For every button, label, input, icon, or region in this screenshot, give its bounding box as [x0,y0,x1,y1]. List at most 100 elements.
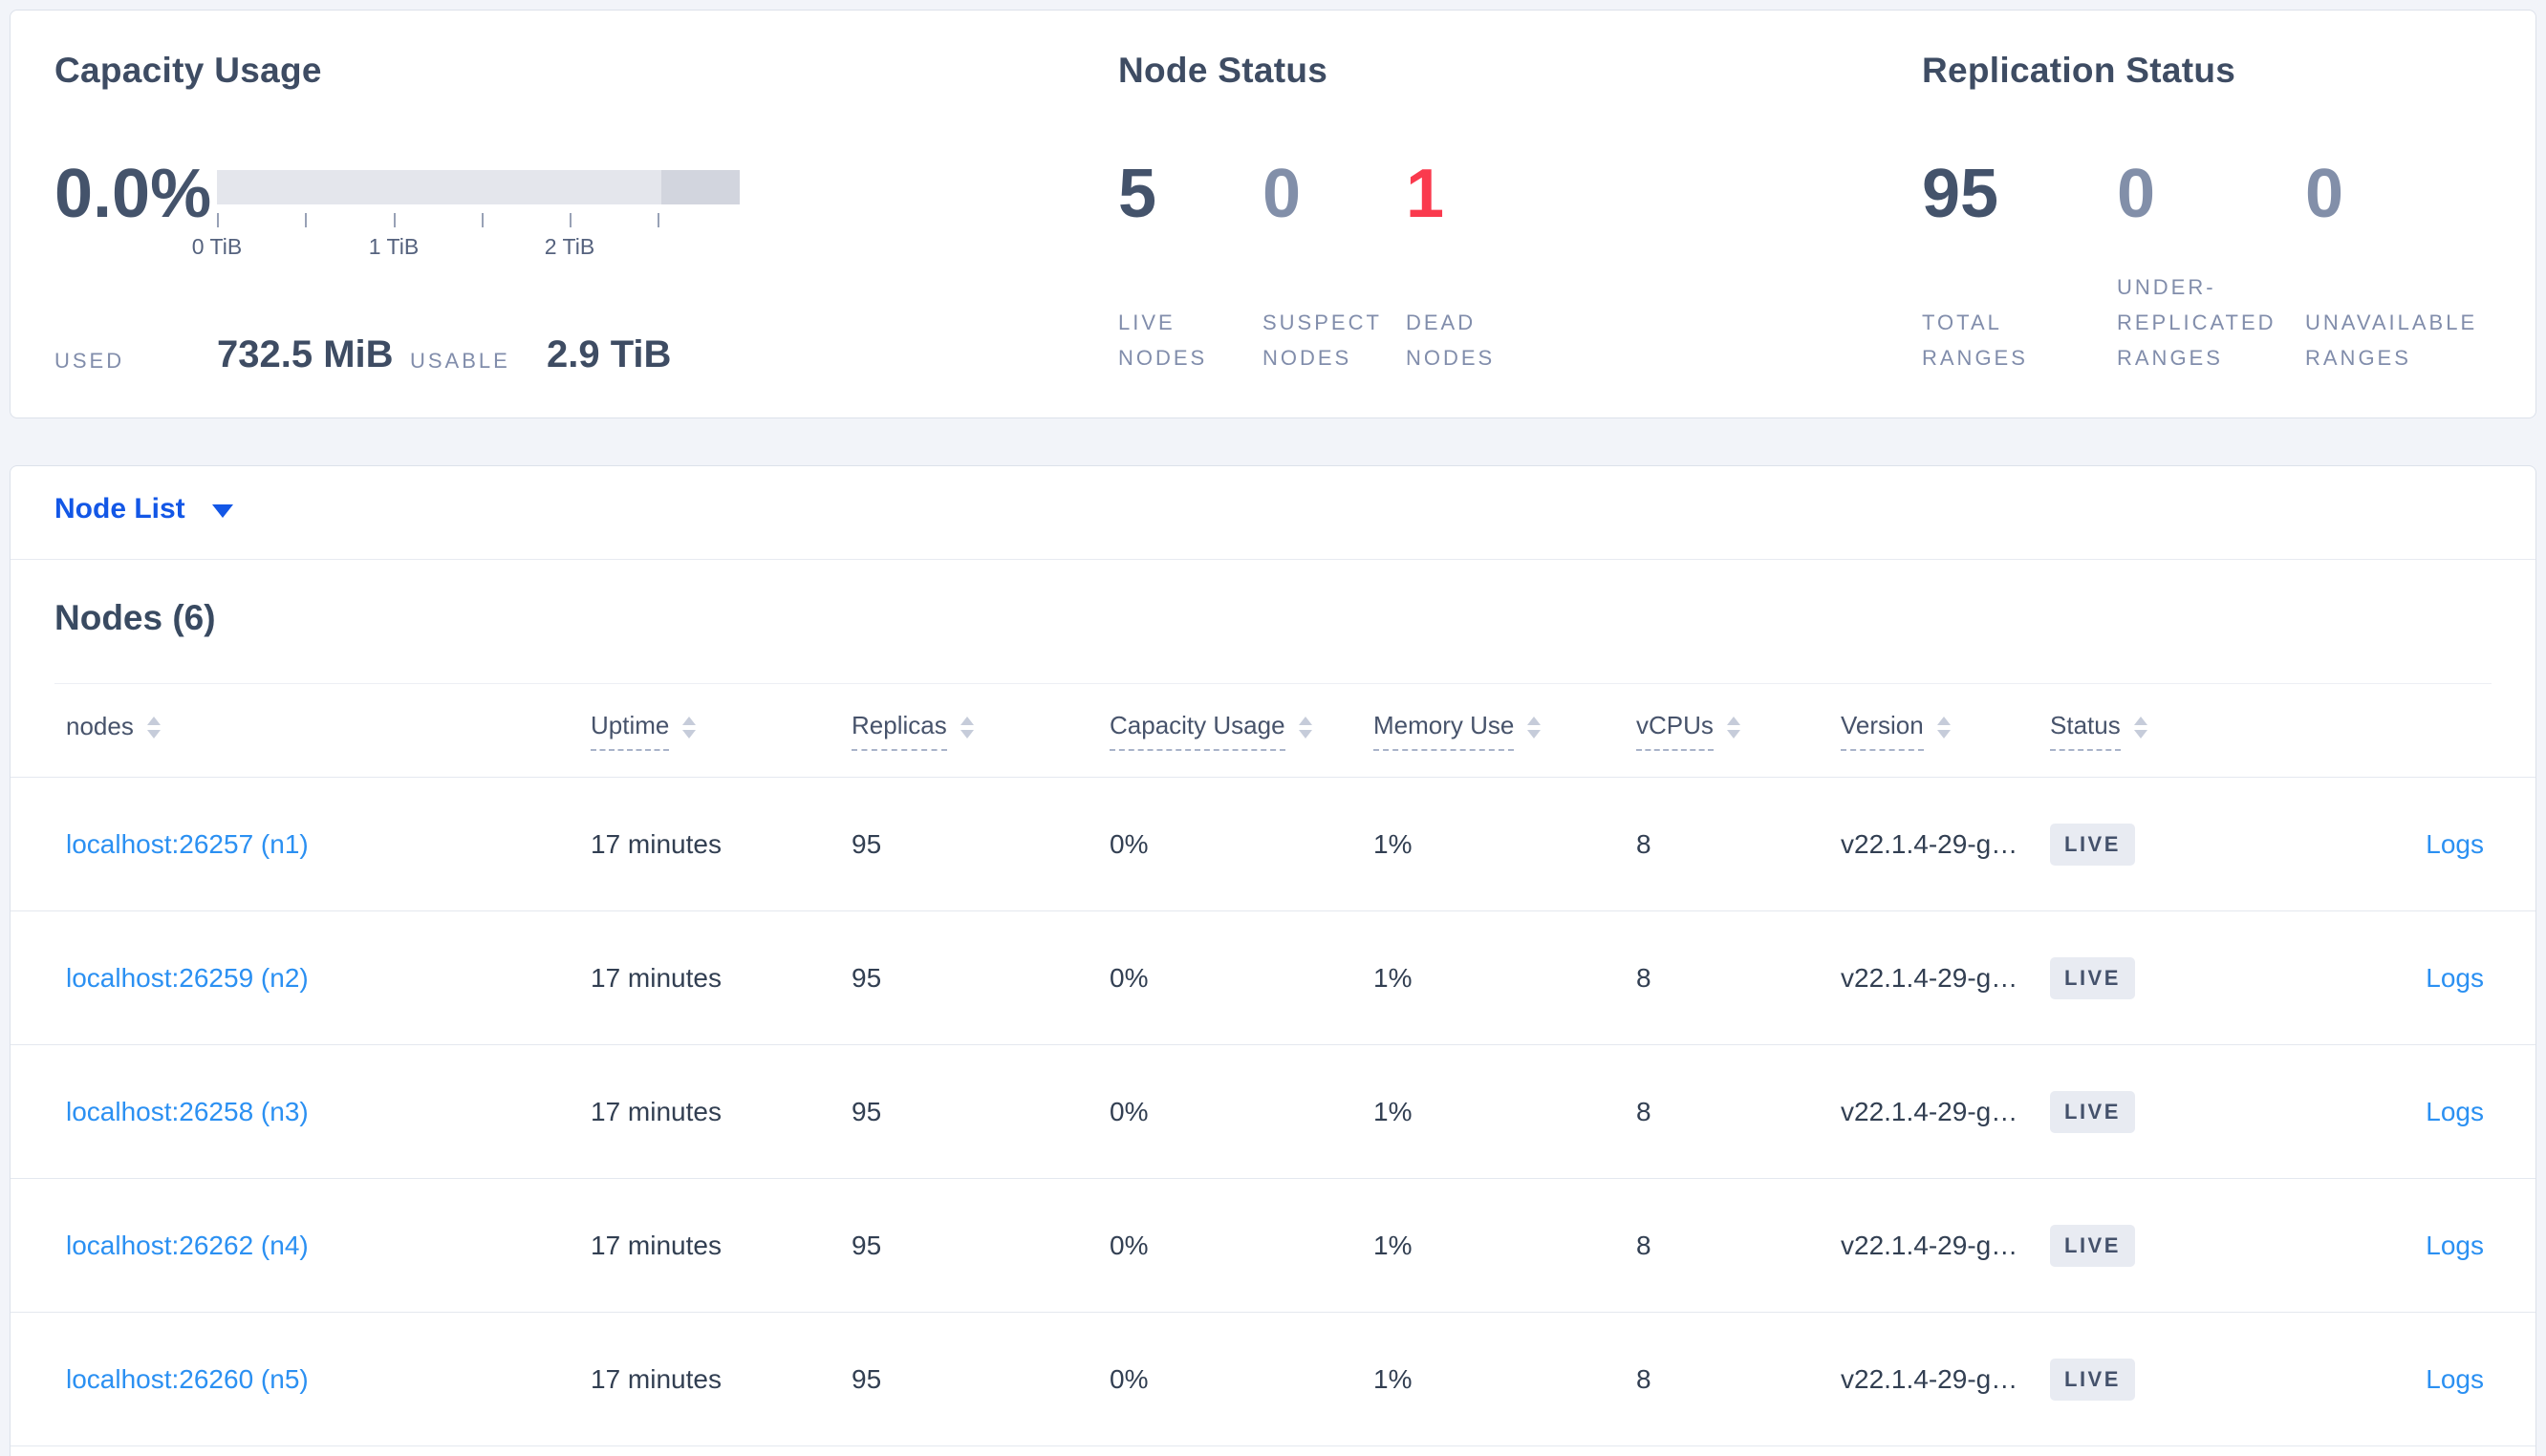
version-value: v22.1.4-29-g… [1841,1230,2018,1260]
vcpus-value: 8 [1636,1096,1651,1126]
column-header-status[interactable]: Status [2050,711,2266,751]
usable-label: USABLE [410,349,510,373]
axis-tick [305,213,307,227]
sort-icon[interactable] [960,717,974,739]
vcpus-value: 8 [1636,962,1651,993]
capacity-usage-value: 0% [1110,1096,1149,1126]
column-header-version[interactable]: Version [1841,711,2050,751]
total-ranges-count: 95 [1922,156,1999,232]
nodes-table: nodes Uptime Replicas Capacity Usage Mem… [11,684,2535,1446]
node-address-link[interactable]: localhost:26262 (n4) [66,1230,309,1260]
axis-tick [394,213,396,227]
divider [54,683,2492,684]
dead-nodes-count: 1 [1406,156,1445,232]
unavailable-ranges-label: UNAVAILABLE RANGES [2305,310,2478,370]
uptime-value: 17 minutes [591,828,722,859]
status-cell: LIVE [2050,956,2266,999]
total-ranges-label: TOTAL RANGES [1922,310,2028,370]
capacity-usage-value: 0% [1110,962,1149,993]
nodes-table-heading: Nodes (6) [54,598,216,637]
column-header-vcpus[interactable]: vCPUs [1636,711,1841,751]
live-nodes-count: 5 [1118,156,1157,232]
logs-link[interactable]: Logs [2426,1230,2484,1260]
under-replicated-ranges-label: UNDER- REPLICATED RANGES [2117,275,2276,370]
node-list-card: Node List Nodes (6) nodes Uptime Replica… [10,465,2536,1456]
memory-use-value: 1% [1373,1363,1413,1394]
axis-tick [570,213,572,227]
usable-value: 2.9 TiB [547,333,672,375]
replicas-value: 95 [852,962,882,993]
node-address-link[interactable]: localhost:26259 (n2) [66,962,309,993]
replicas-value: 95 [852,1096,882,1126]
capacity-bar [217,170,740,204]
table-row: localhost:26260 (n5) 17 minutes 95 0% 1%… [11,1313,2535,1446]
column-header-nodes[interactable]: nodes [66,712,591,750]
column-header-capacity-usage[interactable]: Capacity Usage [1110,711,1373,751]
uptime-value: 17 minutes [591,962,722,993]
live-nodes-label: LIVE NODES [1118,310,1208,370]
dead-nodes-label: DEAD NODES [1406,310,1496,370]
node-list-dropdown[interactable]: Node List [54,493,233,525]
version-value: v22.1.4-29-g… [1841,962,2018,993]
column-header-replicas[interactable]: Replicas [852,711,1110,751]
capacity-usage-value: 0% [1110,828,1149,859]
memory-use-value: 1% [1373,962,1413,993]
status-badge: LIVE [2050,1358,2135,1401]
column-header-uptime[interactable]: Uptime [591,711,852,751]
under-replicated-ranges-count: 0 [2117,156,2156,232]
version-value: v22.1.4-29-g… [1841,1363,2018,1394]
memory-use-value: 1% [1373,1230,1413,1260]
sort-icon[interactable] [2133,717,2147,739]
column-header-memory-use[interactable]: Memory Use [1373,711,1636,751]
used-label: USED [54,349,125,373]
status-cell: LIVE [2050,823,2266,866]
unavailable-ranges-count: 0 [2305,156,2344,232]
uptime-value: 17 minutes [591,1363,722,1394]
uptime-value: 17 minutes [591,1096,722,1126]
vcpus-value: 8 [1636,828,1651,859]
table-header-row: nodes Uptime Replicas Capacity Usage Mem… [11,684,2535,778]
status-badge: LIVE [2050,823,2135,866]
sort-icon[interactable] [682,717,697,739]
replicas-value: 95 [852,828,882,859]
node-list-dropdown-label: Node List [54,493,185,525]
sort-icon[interactable] [1936,717,1951,739]
status-badge: LIVE [2050,1224,2135,1267]
node-address-link[interactable]: localhost:26260 (n5) [66,1363,309,1394]
node-address-link[interactable]: localhost:26257 (n1) [66,828,309,859]
node-address-link[interactable]: localhost:26258 (n3) [66,1096,309,1126]
logs-link[interactable]: Logs [2426,962,2484,993]
sort-icon[interactable] [1527,717,1542,739]
capacity-percent: 0.0% [54,156,212,232]
status-cell: LIVE [2050,1090,2266,1133]
uptime-value: 17 minutes [591,1230,722,1260]
replicas-value: 95 [852,1230,882,1260]
suspect-nodes-label: SUSPECT NODES [1262,310,1382,370]
table-row: localhost:26258 (n3) 17 minutes 95 0% 1%… [11,1045,2535,1179]
table-row: localhost:26257 (n1) 17 minutes 95 0% 1%… [11,778,2535,911]
sort-icon[interactable] [1298,717,1312,739]
chevron-down-icon [211,504,233,518]
status-cell: LIVE [2050,1358,2266,1401]
status-badge: LIVE [2050,956,2135,999]
node-status-title: Node Status [1118,51,1328,90]
logs-link[interactable]: Logs [2426,1096,2484,1126]
version-value: v22.1.4-29-g… [1841,828,2018,859]
version-value: v22.1.4-29-g… [1841,1096,2018,1126]
axis-tick-label: 1 TiB [368,234,420,259]
logs-link[interactable]: Logs [2426,1363,2484,1394]
axis-tick [658,213,659,227]
sort-icon[interactable] [146,717,161,739]
summary-card: Capacity Usage 0.0% 0 TiB 1 TiB 2 TiB US… [10,10,2536,418]
axis-tick [217,213,219,227]
status-badge: LIVE [2050,1090,2135,1133]
sort-icon[interactable] [1726,717,1740,739]
logs-link[interactable]: Logs [2426,828,2484,859]
memory-use-value: 1% [1373,1096,1413,1126]
suspect-nodes-count: 0 [1262,156,1302,232]
axis-tick [482,213,484,227]
table-row: localhost:26259 (n2) 17 minutes 95 0% 1%… [11,911,2535,1045]
axis-tick-label: 0 TiB [191,234,243,259]
capacity-usage-value: 0% [1110,1230,1149,1260]
